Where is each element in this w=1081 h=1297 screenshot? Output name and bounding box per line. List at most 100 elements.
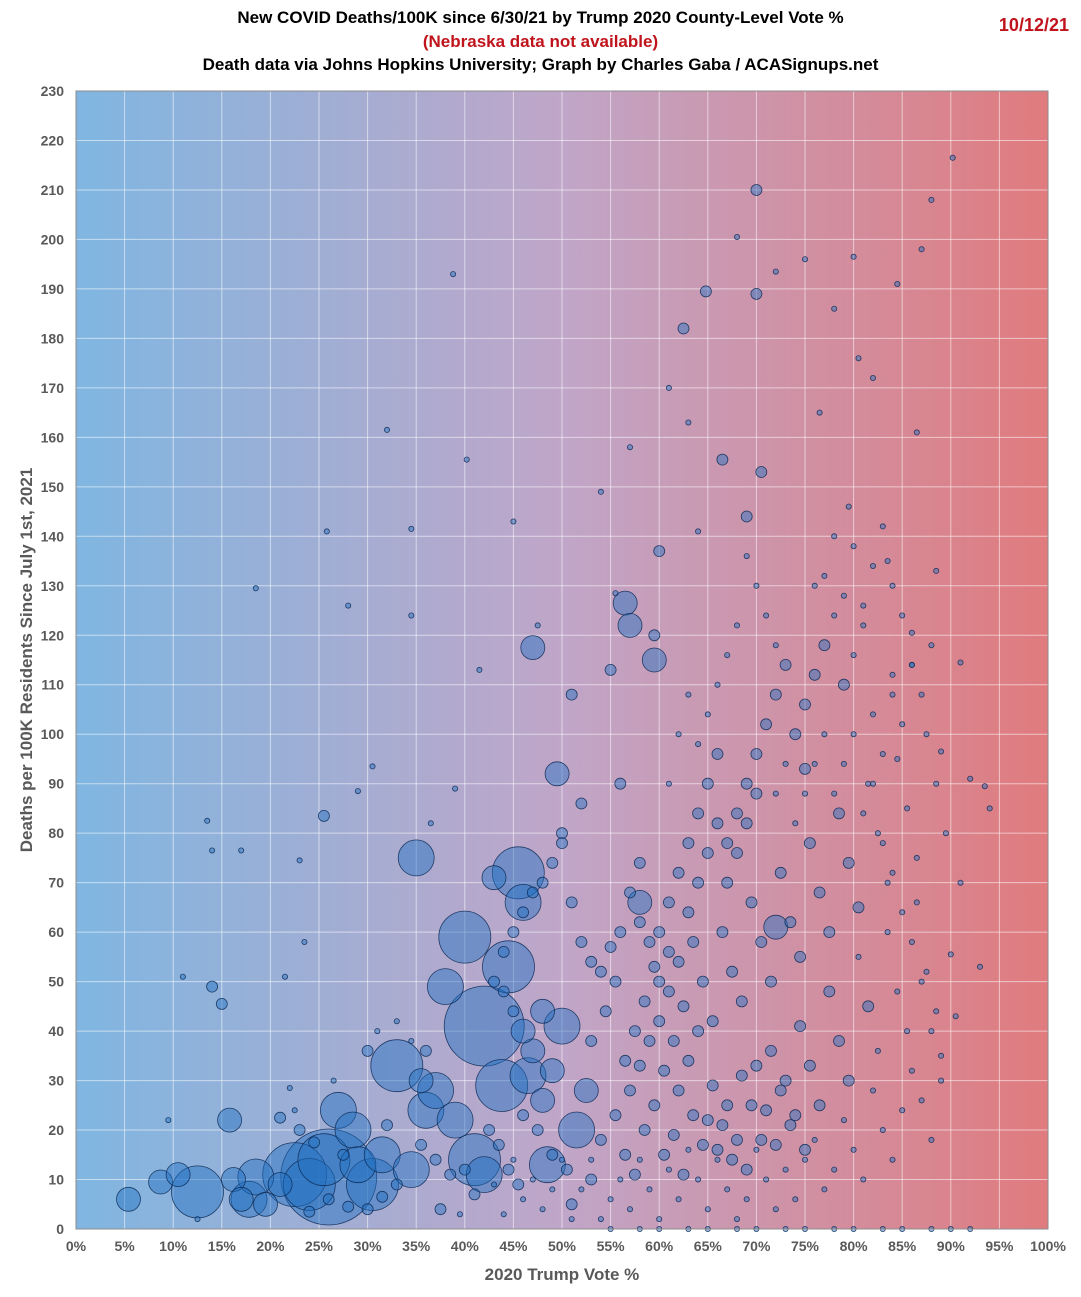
data-point bbox=[879, 840, 886, 847]
data-point bbox=[740, 777, 753, 790]
data-point bbox=[526, 886, 539, 899]
data-point bbox=[206, 980, 219, 993]
data-point bbox=[334, 1111, 372, 1149]
data-point bbox=[436, 1101, 474, 1139]
y-tick-label: 170 bbox=[41, 380, 65, 396]
data-point bbox=[209, 847, 216, 854]
data-point bbox=[840, 592, 847, 599]
data-point bbox=[682, 1054, 695, 1067]
x-tick-label: 10% bbox=[159, 1238, 188, 1254]
x-tick-label: 80% bbox=[840, 1238, 869, 1254]
data-point bbox=[695, 741, 702, 748]
data-point bbox=[913, 899, 920, 906]
data-point bbox=[884, 558, 891, 565]
data-point bbox=[772, 268, 779, 275]
data-point bbox=[565, 688, 578, 701]
data-point bbox=[534, 622, 541, 629]
data-point bbox=[831, 790, 838, 797]
data-point bbox=[818, 639, 831, 652]
data-point bbox=[507, 926, 520, 938]
x-tick-label: 100% bbox=[1030, 1238, 1066, 1254]
data-point bbox=[619, 1054, 632, 1067]
data-point bbox=[643, 1035, 656, 1047]
data-point bbox=[685, 691, 692, 698]
x-tick-label: 20% bbox=[256, 1238, 285, 1254]
data-point bbox=[588, 1156, 595, 1163]
data-point bbox=[772, 642, 779, 649]
y-tick-label: 90 bbox=[48, 776, 64, 792]
data-point bbox=[692, 807, 704, 820]
data-point bbox=[633, 857, 646, 869]
data-point bbox=[879, 523, 886, 530]
data-point bbox=[354, 788, 361, 795]
data-point bbox=[546, 1148, 559, 1161]
data-point bbox=[823, 985, 836, 998]
data-point bbox=[221, 1167, 246, 1192]
data-point bbox=[658, 1064, 670, 1077]
data-point bbox=[852, 901, 865, 914]
plot-border bbox=[75, 90, 1049, 1230]
data-point bbox=[700, 285, 712, 298]
data-point bbox=[648, 1099, 661, 1112]
data-point bbox=[981, 783, 988, 790]
data-point bbox=[475, 1059, 529, 1112]
data-point bbox=[784, 1119, 797, 1131]
x-tick-label: 5% bbox=[114, 1238, 135, 1254]
data-point bbox=[823, 926, 836, 938]
data-point bbox=[986, 805, 993, 812]
y-tick-label: 20 bbox=[48, 1122, 64, 1138]
data-point bbox=[755, 1134, 768, 1146]
data-point bbox=[721, 837, 734, 849]
data-point bbox=[517, 1109, 529, 1122]
data-point bbox=[802, 790, 809, 797]
data-point bbox=[468, 1188, 481, 1201]
data-point bbox=[918, 1097, 925, 1104]
data-point bbox=[755, 936, 768, 948]
data-point bbox=[415, 1139, 428, 1151]
data-point bbox=[609, 1109, 622, 1122]
data-point bbox=[682, 906, 695, 919]
data-point bbox=[672, 955, 685, 968]
data-point bbox=[281, 973, 288, 980]
data-point bbox=[408, 1038, 415, 1045]
data-point bbox=[860, 622, 867, 629]
data-point bbox=[957, 659, 964, 666]
data-point bbox=[434, 1203, 447, 1216]
data-point bbox=[617, 1176, 624, 1183]
data-point bbox=[481, 865, 507, 891]
data-point bbox=[850, 652, 857, 659]
data-point bbox=[677, 322, 690, 335]
data-point bbox=[928, 196, 935, 203]
data-point bbox=[734, 1216, 741, 1223]
data-point bbox=[908, 1067, 915, 1074]
data-point bbox=[675, 1196, 682, 1203]
data-point bbox=[840, 1117, 847, 1124]
data-point bbox=[565, 1198, 578, 1211]
data-point bbox=[663, 896, 675, 909]
data-point bbox=[774, 1084, 787, 1097]
data-point bbox=[488, 975, 500, 988]
data-point bbox=[740, 817, 753, 830]
data-point bbox=[614, 777, 627, 790]
data-point bbox=[769, 1139, 782, 1151]
data-point bbox=[612, 590, 619, 597]
data-point bbox=[194, 1216, 201, 1223]
data-point bbox=[745, 896, 758, 909]
data-point bbox=[831, 612, 838, 619]
data-point bbox=[510, 1156, 517, 1163]
data-point bbox=[850, 543, 857, 550]
data-point bbox=[753, 1146, 760, 1153]
data-point bbox=[821, 572, 828, 579]
data-point bbox=[308, 1136, 321, 1149]
y-tick-label: 220 bbox=[41, 132, 65, 148]
data-point bbox=[491, 846, 545, 900]
data-point bbox=[165, 1162, 191, 1187]
data-point bbox=[510, 518, 517, 525]
data-point bbox=[850, 253, 857, 260]
data-point bbox=[452, 785, 459, 792]
data-point bbox=[721, 876, 734, 889]
data-point bbox=[831, 305, 838, 312]
data-point bbox=[706, 1079, 719, 1092]
data-point bbox=[342, 1200, 355, 1213]
